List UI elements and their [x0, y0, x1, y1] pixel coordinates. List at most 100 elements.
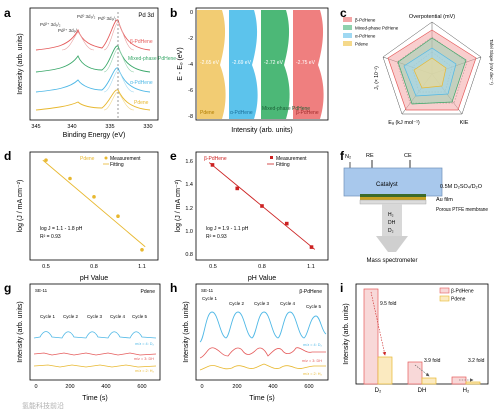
trace-label: m/z = 3: DH [302, 359, 322, 363]
y-axis-label: Intensity (arb. units) [343, 303, 350, 364]
y-tick: 1.6 [185, 159, 193, 165]
panel-letter-a: a [4, 6, 11, 20]
chart-i: D₂ 9.5 fold DH 3.9 fold H₂ 3.2 fold [363, 288, 485, 394]
y-axis-label: log (J / mA cm⁻²) [17, 180, 24, 233]
trace-dh [33, 352, 157, 356]
x-axis-label: Time (s) [249, 395, 274, 402]
re-label: RE [366, 153, 374, 159]
legend-marker [270, 156, 273, 159]
au-film-label: Au film [436, 197, 453, 203]
fit-equation: log J = 1.9 - 1.1 pH [206, 226, 249, 232]
cycle-label: Cycle 2 [229, 301, 245, 306]
dos-alpha [229, 10, 258, 119]
legend-label: Pdene [355, 42, 369, 47]
fit-r2: R² = 0.93 [40, 234, 61, 240]
peak-label: Pd⁰ 3d₅/₂ [98, 16, 117, 21]
ptfe-label: Porous PTFE membrane [436, 207, 488, 213]
category-label: D₂ [375, 388, 382, 394]
sample-label: Mixed-phase PdHene [128, 56, 176, 62]
legend-swatch [439, 287, 450, 294]
x-axis-label: pH Value [248, 275, 276, 282]
cycle-label: Cycle 2 [63, 314, 79, 319]
panel-letter-b: b [170, 6, 177, 20]
fit-equation: log J = 1.1 - 1.8 pH [40, 226, 83, 232]
legend-swatch [439, 295, 450, 302]
legend-label: Measurement [110, 156, 141, 162]
catalyst-layer [360, 194, 426, 197]
y-tick: -8 [188, 114, 193, 120]
legend-label: Fitting [110, 162, 124, 168]
sample-label: α-PdHene [230, 110, 253, 116]
cycle-label: Cycle 4 [110, 314, 126, 319]
trace-label: m/z = 4: D₂ [303, 343, 322, 347]
fit-line [42, 159, 146, 248]
spectrum-pdene [35, 89, 151, 111]
x-tick: 0 [34, 384, 37, 390]
panel-letter-i: i [340, 281, 343, 295]
fit-r2: R² = 0.93 [206, 234, 227, 240]
n2-label: N₂ [345, 154, 351, 160]
chart-e [208, 162, 316, 250]
x-tick: 0.8 [258, 264, 266, 270]
plot-frame [195, 7, 329, 121]
panel-d: d Pdene Measurement Fitting log J = 1.1 … [4, 149, 159, 282]
y-tick: -4 [188, 62, 193, 68]
panel-letter-d: d [4, 149, 11, 163]
panel-letter-e: e [170, 149, 177, 163]
legend-label: Fitting [276, 162, 290, 168]
y-tick: 0.8 [185, 252, 193, 258]
sample-label: α-PdHene [130, 80, 153, 86]
panel-a: a Pd 3d Pd⁰ 3d₃/₂ Pd⁰ 3d₅/₂ Pd²⁺ 3d₃/₂ P… [4, 6, 176, 139]
ptfe-membrane [359, 199, 427, 205]
y-axis-label: Intensity (arb. units) [17, 301, 24, 362]
x-axis-label: pH Value [80, 275, 108, 282]
ms-channel [382, 204, 402, 236]
x-tick: 1.1 [138, 264, 146, 270]
trace-label: m/z = 2: H₂ [135, 369, 154, 373]
legend-label: Measurement [276, 156, 307, 162]
x-tick: 1.1 [307, 264, 315, 270]
trace-label: m/z = 2: H₂ [303, 372, 322, 376]
electrolyte-cell [343, 167, 443, 197]
dh-label: DH [388, 220, 396, 226]
fold-label: 3.9 fold [424, 358, 441, 364]
legend: β-PdHene Mixed-phase PdHene α-PdHene Pde… [343, 17, 399, 47]
xps-spectra [35, 12, 151, 118]
radar-pdene [413, 57, 447, 89]
cycle-label: Cycle 5 [132, 314, 148, 319]
panel-letter-h: h [170, 281, 177, 295]
category-label: DH [418, 388, 427, 394]
legend-marker [104, 156, 108, 160]
cycle-label: Cycle 3 [87, 314, 103, 319]
trace-d2 [33, 331, 157, 339]
data-point [260, 204, 264, 208]
x-tick: 200 [232, 384, 241, 390]
x-axis-label: Time (s) [82, 395, 107, 402]
legend-label: Pdene [451, 297, 466, 303]
d2-label: D₂ [388, 228, 394, 234]
plot-frame [195, 283, 329, 381]
panel-letter-f: f [340, 149, 345, 163]
panel-e: e β-PdHene Measurement Fitting log J = 1… [170, 149, 329, 282]
y-tick: 1.4 [185, 182, 193, 188]
y-axis-label: log (J / mA cm⁻²) [175, 180, 182, 233]
trace-h2 [33, 364, 157, 368]
data-point [284, 221, 289, 226]
legend-swatch [343, 33, 352, 38]
instrument-tag: SE-11 [35, 288, 48, 293]
data-point [68, 176, 72, 181]
y-tick: 0 [190, 10, 193, 16]
x-tick: 340 [67, 124, 76, 130]
x-tick: 335 [105, 124, 114, 130]
d-band-value: -2.75 eV [296, 60, 316, 66]
trace-dh [199, 347, 326, 359]
watermark: 氢能科技前沿 [22, 401, 64, 410]
trace-label: m/z = 4: D₂ [135, 342, 154, 346]
x-tick: 0.8 [90, 264, 98, 270]
panel-i: i D₂ 9.5 fold DH 3.9 fold H₂ 3.2 fold β-PdHen… [340, 281, 489, 394]
legend-swatch [343, 25, 352, 30]
x-tick: 600 [137, 384, 146, 390]
y-tick: 1.2 [185, 206, 193, 212]
d-band-value: -2.72 eV [264, 60, 284, 66]
